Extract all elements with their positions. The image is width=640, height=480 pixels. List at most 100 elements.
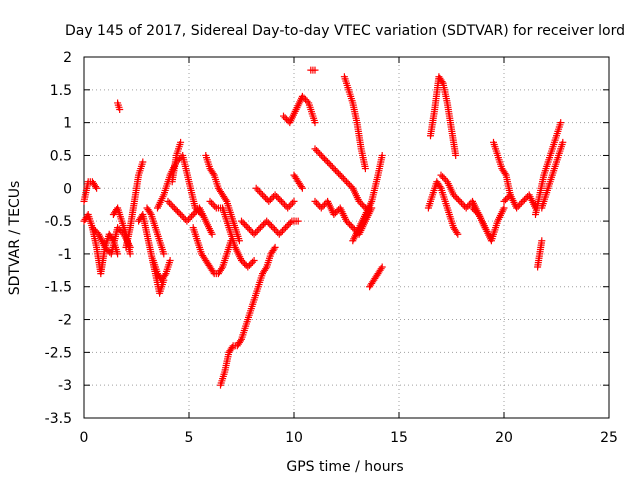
data-point	[557, 119, 565, 127]
data-point	[244, 224, 252, 232]
data-point	[464, 202, 472, 210]
data-point	[262, 194, 270, 202]
data-point	[169, 202, 177, 210]
data-point	[285, 220, 293, 228]
data-point	[520, 196, 528, 204]
data-point	[355, 197, 363, 205]
data-point	[271, 225, 279, 233]
data-point	[177, 138, 185, 146]
data-point	[241, 220, 249, 228]
data-point	[180, 214, 188, 222]
data-point	[170, 204, 178, 212]
data-point	[378, 151, 386, 159]
data-point	[255, 225, 263, 233]
data-point	[277, 229, 285, 237]
data-point	[146, 209, 154, 217]
data-point	[297, 183, 305, 191]
data-point	[279, 199, 287, 207]
data-point	[335, 170, 343, 178]
data-point	[454, 196, 462, 204]
data-point	[357, 199, 365, 207]
data-point	[311, 119, 319, 127]
data-point	[338, 173, 346, 181]
data-point	[283, 222, 291, 230]
data-point	[189, 211, 197, 219]
y-tick-label: -1.5	[45, 280, 72, 296]
data-point	[164, 197, 172, 205]
data-point	[314, 201, 322, 209]
data-point	[139, 158, 147, 166]
data-point	[437, 171, 445, 179]
data-point	[346, 220, 354, 228]
data-point	[514, 202, 522, 210]
data-point	[247, 260, 255, 268]
data-point	[252, 229, 260, 237]
data-point	[188, 212, 196, 220]
data-point	[160, 250, 168, 258]
data-point	[177, 211, 185, 219]
data-point	[242, 222, 250, 230]
data-point	[331, 209, 339, 217]
data-point	[206, 197, 214, 205]
data-point	[360, 202, 368, 210]
y-tick-label: 0	[63, 181, 72, 197]
data-point	[319, 202, 327, 210]
data-point	[502, 196, 510, 204]
data-point	[92, 183, 100, 191]
data-point	[228, 343, 236, 351]
data-point	[266, 196, 274, 204]
data-point	[250, 256, 258, 264]
data-point	[314, 148, 322, 156]
data-point	[538, 237, 546, 245]
data-point	[238, 217, 245, 225]
data-point	[274, 194, 282, 202]
y-tick-label: -0.5	[45, 214, 72, 230]
data-point	[256, 224, 264, 232]
data-point	[454, 230, 462, 238]
data-point	[269, 224, 277, 232]
y-tick-label: 0.5	[50, 148, 72, 164]
data-point	[286, 219, 294, 227]
data-point	[104, 247, 112, 255]
data-point	[245, 261, 253, 269]
data-point	[222, 196, 230, 204]
data-point	[262, 265, 270, 273]
data-point	[209, 170, 217, 178]
data-point	[462, 204, 470, 212]
data-point	[186, 214, 194, 222]
data-point	[500, 197, 508, 205]
data-point	[173, 207, 181, 215]
data-point	[93, 184, 101, 192]
data-point	[450, 191, 458, 199]
data-point	[275, 230, 283, 238]
data-point	[161, 271, 169, 279]
data-point	[280, 112, 287, 120]
y-tick-label: 1	[63, 116, 72, 132]
data-point	[331, 166, 339, 174]
data-point	[457, 199, 465, 207]
data-point	[209, 268, 217, 276]
data-point	[516, 201, 524, 209]
data-point	[469, 204, 476, 212]
data-point	[311, 197, 319, 205]
data-point	[436, 183, 444, 191]
data-point	[377, 265, 385, 273]
data-point	[277, 197, 285, 205]
data-point	[254, 186, 262, 194]
data-point	[209, 201, 217, 209]
data-point	[239, 258, 247, 266]
x-tick-label: 5	[185, 430, 194, 446]
data-point	[313, 147, 321, 155]
data-point	[500, 204, 508, 212]
axis-ticks: 0 5 10 15 20 25 -3.5 -3 -2.5 -2 -1.5 -1 -0.5 0 0.5 1 1.5…	[45, 50, 618, 446]
data-point	[287, 201, 295, 209]
data-point	[252, 184, 260, 192]
data-point	[176, 155, 184, 163]
data-point	[378, 263, 386, 271]
data-point	[208, 230, 216, 238]
data-point	[288, 199, 296, 207]
data-point	[473, 209, 481, 217]
y-axis-label: SDTVAR / TECUs	[7, 181, 23, 296]
data-point	[175, 209, 183, 217]
